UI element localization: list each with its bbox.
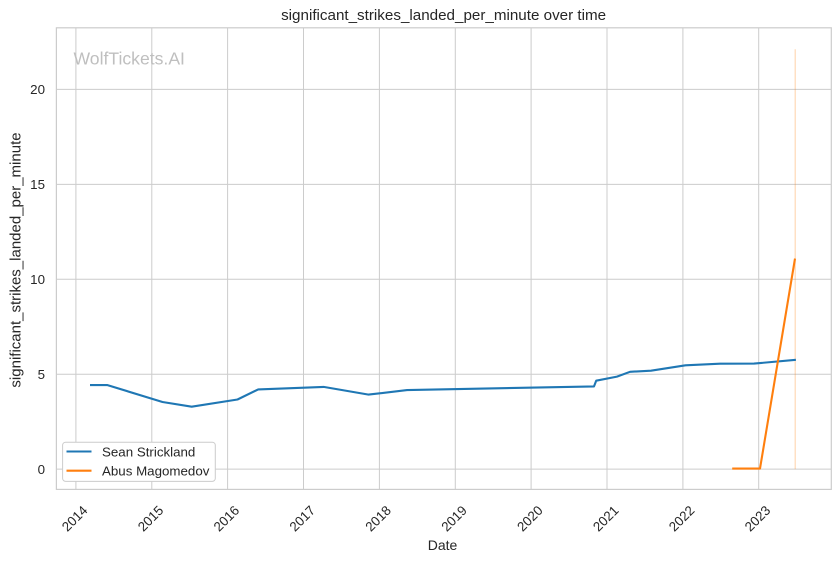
svg-text:significant_strikes_landed_per: significant_strikes_landed_per_minute xyxy=(7,132,24,387)
svg-text:significant_strikes_landed_per: significant_strikes_landed_per_minute ov… xyxy=(281,7,606,24)
svg-text:Date: Date xyxy=(428,537,458,553)
svg-text:Abus Magomedov: Abus Magomedov xyxy=(102,464,210,479)
svg-text:0: 0 xyxy=(38,462,45,477)
svg-text:15: 15 xyxy=(30,177,45,192)
svg-text:WolfTickets.AI: WolfTickets.AI xyxy=(74,49,185,69)
svg-text:5: 5 xyxy=(38,367,45,382)
svg-text:Sean Strickland: Sean Strickland xyxy=(102,444,195,459)
svg-text:20: 20 xyxy=(30,82,45,97)
svg-text:10: 10 xyxy=(30,272,45,287)
